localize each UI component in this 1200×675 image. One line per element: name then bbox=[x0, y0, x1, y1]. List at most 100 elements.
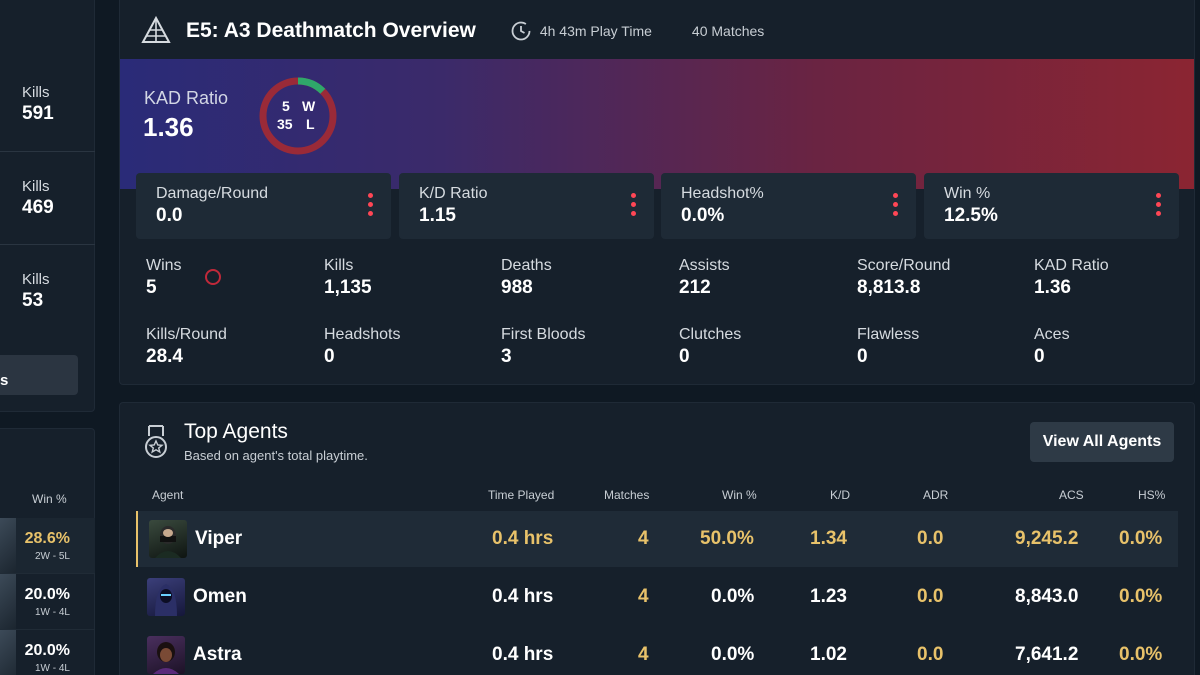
mini-donut-icon bbox=[205, 269, 221, 285]
stat-value: 0.0% bbox=[681, 205, 725, 226]
time-played: 0.4 hrs bbox=[492, 528, 554, 549]
kad-label: KAD Ratio bbox=[144, 88, 229, 108]
sidebar-button[interactable]: s bbox=[0, 355, 78, 395]
stat-value: 0 bbox=[324, 346, 335, 367]
overview-header: E5: A3 Deathmatch Overview 4h 43m Play T… bbox=[140, 12, 764, 50]
sidebar-stat-value: 53 bbox=[22, 290, 44, 311]
stat-value: 0 bbox=[1034, 346, 1045, 367]
sidebar-stat-label: Kills bbox=[22, 84, 50, 101]
grid-stat-kills-round: Kills/Round 28.4 bbox=[146, 326, 227, 368]
stat-label: Win % bbox=[944, 185, 991, 202]
kd: 1.23 bbox=[810, 586, 847, 607]
donut-wins: 5 bbox=[282, 98, 290, 114]
sidebar-stat-value: 591 bbox=[22, 103, 54, 124]
column-header-kd[interactable]: K/D bbox=[830, 488, 851, 502]
kad-value: 1.36 bbox=[143, 112, 194, 142]
more-options-icon[interactable] bbox=[1156, 193, 1162, 220]
time-played: 0.4 hrs bbox=[492, 586, 554, 607]
match-count: 40 Matches bbox=[691, 23, 765, 39]
hs-percent: 0.0% bbox=[1119, 528, 1163, 549]
section-title: Top Agents bbox=[184, 420, 288, 443]
grid-stat-score-round: Score/Round 8,813.8 bbox=[857, 257, 950, 299]
stat-value: 988 bbox=[501, 277, 533, 298]
stat-label: Score/Round bbox=[857, 257, 951, 274]
grid-stat-assists: Assists 212 bbox=[679, 257, 730, 299]
list-item[interactable]: 20.0% 1W - 4L bbox=[0, 630, 95, 675]
column-header-acs[interactable]: ACS bbox=[1059, 488, 1084, 502]
win-loss-record: 2W - 5L bbox=[34, 551, 70, 562]
win-percent: 28.6% bbox=[24, 530, 70, 547]
stat-value: 0 bbox=[857, 346, 868, 367]
more-options-icon[interactable] bbox=[893, 193, 899, 220]
grid-stat-first-bloods: First Bloods 3 bbox=[501, 326, 585, 368]
kd: 1.34 bbox=[810, 528, 847, 549]
stat-label: Headshots bbox=[324, 326, 401, 343]
column-header-win[interactable]: Win % bbox=[722, 488, 757, 502]
stat-label: Assists bbox=[679, 257, 730, 274]
map-thumbnail bbox=[0, 630, 16, 675]
stat-card-damage-round: Damage/Round 0.0 bbox=[136, 173, 391, 239]
list-item[interactable]: 28.6% 2W - 5L bbox=[0, 518, 95, 574]
donut-losses: 35 bbox=[277, 116, 293, 132]
stat-label: KAD Ratio bbox=[1034, 257, 1109, 274]
more-options-icon[interactable] bbox=[631, 193, 637, 220]
agent-portrait-viper bbox=[149, 520, 187, 558]
sidebar-stat-3: Kills 53 bbox=[22, 271, 50, 312]
table-row[interactable]: Omen bbox=[136, 569, 1178, 625]
column-header-time-played[interactable]: Time Played bbox=[488, 488, 555, 502]
section-subtitle: Based on agent's total playtime. bbox=[184, 448, 368, 463]
hs-percent: 0.0% bbox=[1119, 586, 1163, 607]
more-options-icon[interactable] bbox=[368, 193, 374, 220]
grid-stat-wins: Wins 5 bbox=[146, 257, 182, 299]
agent-portrait-omen bbox=[147, 578, 185, 616]
stat-label: K/D Ratio bbox=[419, 185, 488, 202]
win-loss-record: 1W - 4L bbox=[34, 663, 70, 674]
matches: 4 bbox=[638, 528, 649, 549]
column-header-agent[interactable]: Agent bbox=[152, 488, 184, 502]
matches: 4 bbox=[638, 586, 649, 607]
column-header-matches[interactable]: Matches bbox=[604, 488, 650, 502]
adr: 0.0 bbox=[917, 528, 944, 549]
table-row[interactable]: Viper 0.4 hrs 4 50.0% 1.34 0.0 bbox=[136, 511, 1178, 567]
win-percent: 20.0% bbox=[24, 586, 70, 603]
stat-label: Wins bbox=[146, 257, 182, 274]
stat-value: 8,813.8 bbox=[857, 277, 921, 298]
adr: 0.0 bbox=[917, 586, 944, 607]
stat-label: Flawless bbox=[857, 326, 920, 343]
sidebar-stat-1: Kills 591 bbox=[22, 84, 54, 125]
win-percent: 0.0% bbox=[711, 644, 755, 665]
grid-stat-aces: Aces 0 bbox=[1034, 326, 1070, 368]
sidebar-stat-2: Kills 469 bbox=[22, 178, 54, 219]
grid-stat-kad-ratio: KAD Ratio 1.36 bbox=[1034, 257, 1109, 299]
stat-value: 1,135 bbox=[324, 277, 372, 298]
stat-label: Deaths bbox=[501, 257, 552, 274]
win-percent: 0.0% bbox=[711, 586, 755, 607]
stat-value: 28.4 bbox=[146, 346, 183, 367]
grid-stat-deaths: Deaths 988 bbox=[501, 257, 552, 299]
win-percent: 20.0% bbox=[24, 642, 70, 659]
stat-label: Headshot% bbox=[681, 185, 764, 202]
map-thumbnail bbox=[0, 518, 16, 573]
stat-value: 0 bbox=[679, 346, 690, 367]
divider bbox=[0, 151, 95, 152]
divider bbox=[0, 244, 95, 245]
sidebar-stat-label: Kills bbox=[22, 271, 50, 288]
acs: 7,641.2 bbox=[1015, 644, 1079, 665]
medal-icon bbox=[145, 425, 167, 458]
stat-card-kd-ratio: K/D Ratio 1.15 bbox=[399, 173, 654, 239]
donut-l-label: L bbox=[306, 116, 315, 132]
column-header-hs[interactable]: HS% bbox=[1138, 488, 1166, 502]
column-header-adr[interactable]: ADR bbox=[923, 488, 949, 502]
view-all-agents-button[interactable]: View All Agents bbox=[1030, 422, 1174, 462]
stat-label: Kills/Round bbox=[146, 326, 227, 343]
win-loss-record: 1W - 4L bbox=[34, 607, 70, 618]
agent-portrait-astra bbox=[147, 636, 185, 674]
win-percent: 50.0% bbox=[700, 528, 754, 549]
table-row[interactable]: Astra bbox=[136, 627, 1178, 675]
stat-value: 5 bbox=[146, 277, 157, 298]
stat-label: Damage/Round bbox=[156, 185, 269, 202]
stat-value: 1.36 bbox=[1034, 277, 1071, 298]
list-item[interactable]: 20.0% 1W - 4L bbox=[0, 574, 95, 630]
sidebar-stat-value: 469 bbox=[22, 197, 54, 218]
clock-icon bbox=[511, 21, 531, 41]
